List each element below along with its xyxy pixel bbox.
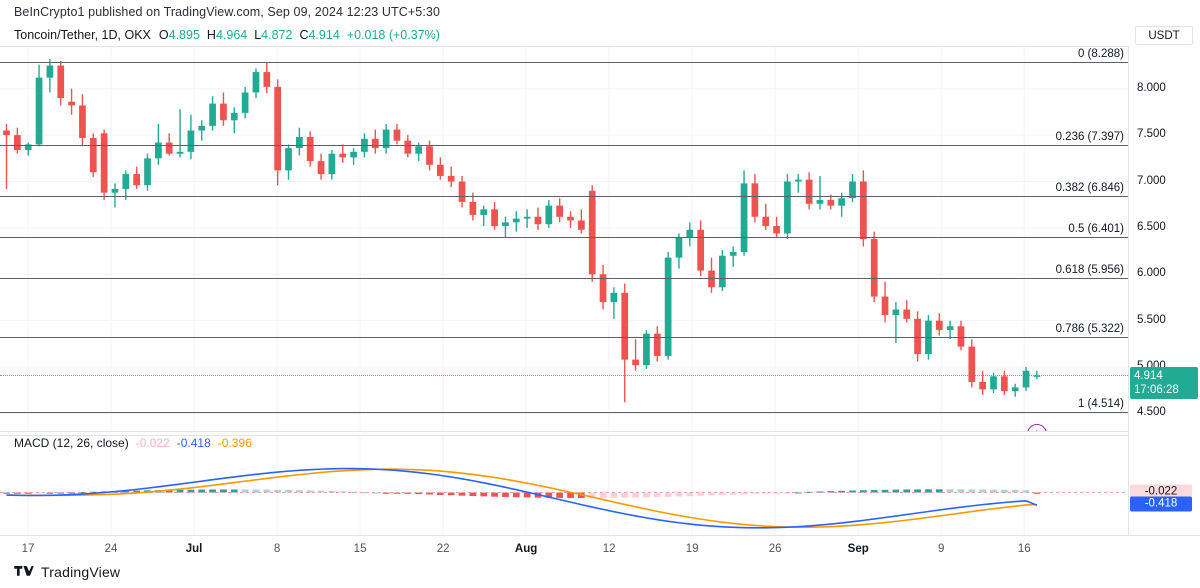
fib-line[interactable] (0, 237, 1128, 239)
open-value: O4.895 (158, 28, 200, 42)
chart-legend: Toncoin/Tether, 1D, OKX O4.895 H4.964 L4… (14, 28, 440, 42)
price-tick-label: 8.000 (1137, 81, 1166, 94)
tradingview-logo-text: TradingView (41, 564, 121, 580)
current-price-badge[interactable]: 4.914 17:06:28 (1130, 367, 1198, 400)
macd-title[interactable]: MACD (12, 26, close) (14, 436, 129, 450)
symbol-label[interactable]: Toncoin/Tether, 1D, OKX (14, 28, 151, 42)
time-tick-label: 17 (21, 543, 35, 555)
macd-signal-value: -0.396 (217, 436, 252, 450)
time-tick-label: 8 (273, 543, 281, 555)
currency-badge: USDT (1135, 26, 1193, 45)
time-tick-label: 26 (768, 543, 782, 555)
price-chart-pane[interactable]: 0 (8.288) 0.236 (7.397) 0.382 (6.846) 0.5 (… (0, 46, 1128, 431)
fib-label: 0.786 (5.322) (1055, 323, 1124, 336)
time-tick-label: Aug (514, 543, 538, 555)
fib-line[interactable] (0, 278, 1128, 280)
fib-label: 0.618 (5.956) (1055, 264, 1124, 277)
fib-label: 0.236 (7.397) (1055, 130, 1124, 143)
fib-line[interactable] (0, 195, 1128, 197)
time-tick-label: Sep (847, 543, 869, 555)
candlestick-series (0, 47, 1128, 431)
fib-line[interactable] (0, 62, 1128, 64)
current-price-value: 4.914 (1134, 370, 1163, 383)
fib-line[interactable] (0, 144, 1128, 146)
tradingview-logo[interactable]: TradingView (14, 564, 120, 580)
fib-label: 0 (8.288) (1077, 48, 1124, 61)
fib-line[interactable] (0, 412, 1128, 414)
fib-line[interactable] (0, 337, 1128, 339)
time-axis[interactable]: 17 24 Jul 8 15 22 Aug 12 19 26 Sep 9 16 (0, 535, 1200, 561)
macd-line-badge[interactable]: -0.418 (1130, 496, 1192, 512)
price-tick-label: 5.500 (1137, 313, 1166, 326)
time-tick-label: 24 (104, 543, 118, 555)
macd-hist-value: -0.022 (135, 436, 170, 450)
attribution-bar: BeInCrypto1 published on TradingView.com… (0, 0, 1200, 24)
price-tick-label: 6.000 (1137, 267, 1166, 280)
price-tick-label: 6.500 (1137, 220, 1166, 233)
time-tick-label: 22 (436, 543, 450, 555)
time-tick-label: 9 (938, 543, 945, 555)
macd-line-value: -0.418 (176, 436, 211, 450)
fib-label: 0.5 (6.401) (1068, 223, 1124, 236)
tradingview-logo-icon (14, 565, 34, 579)
macd-pane[interactable] (0, 435, 1128, 535)
countdown-timer: 17:06:28 (1134, 384, 1179, 397)
time-tick-label: 12 (602, 543, 616, 555)
close-value: C4.914 (299, 28, 340, 42)
change-value: +0.018 (+0.37%) (346, 28, 440, 42)
time-tick-label: Jul (185, 543, 203, 555)
macd-legend: MACD (12, 26, close) -0.022 -0.418 -0.39… (14, 436, 252, 450)
pane-divider (0, 431, 1200, 432)
fib-label: 0.382 (6.846) (1055, 181, 1124, 194)
time-tick-label: 19 (685, 543, 699, 555)
attribution-text: BeInCrypto1 published on TradingView.com… (14, 5, 441, 19)
price-axis[interactable]: USDT 8.0007.5007.0006.5006.0005.5005.000… (1128, 26, 1200, 535)
price-tick-label: 7.500 (1137, 128, 1166, 141)
macd-hist-badge[interactable]: -0.022 (1130, 484, 1192, 500)
price-tick-label: 4.500 (1137, 406, 1166, 419)
high-value: H4.964 (206, 28, 248, 42)
macd-series (0, 436, 1128, 535)
fib-label: 1 (4.514) (1077, 398, 1124, 411)
time-tick-label: 16 (1017, 543, 1031, 555)
time-tick-label: 15 (353, 543, 367, 555)
low-value: L4.872 (254, 28, 293, 42)
current-price-line (0, 375, 1128, 377)
price-tick-label: 7.000 (1137, 174, 1166, 187)
